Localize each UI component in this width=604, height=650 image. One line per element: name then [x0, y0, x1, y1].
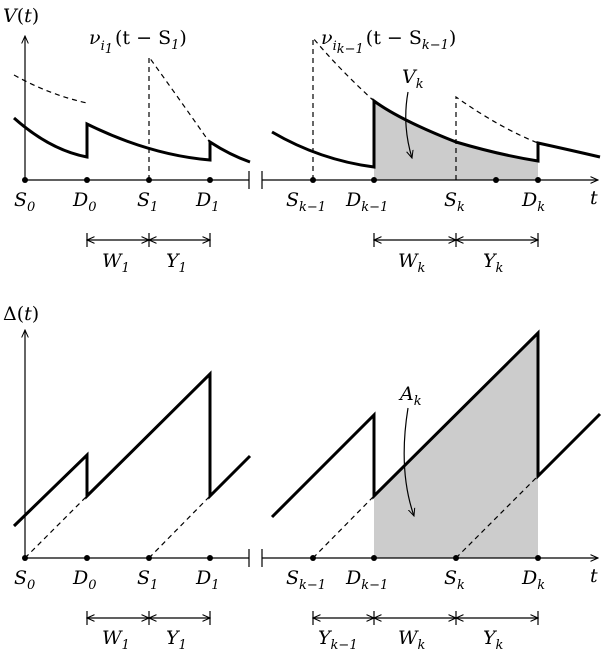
bottom-plot: Δ(t) Ak S0 D0 S1 D1 Sk−1 Dk−1 Sk Dk t: [3, 303, 602, 650]
interval-label: W1: [102, 627, 130, 650]
bottom-interval-brackets: [87, 611, 538, 625]
interval-label: Yk: [483, 627, 504, 650]
top-dashed-curve-1: [13, 74, 88, 104]
tick-label: S1: [137, 567, 158, 593]
vk-pointer-arrow: [405, 91, 412, 158]
bottom-y-label: Δ(t): [3, 303, 39, 325]
tick-label: Dk−1: [345, 189, 388, 215]
ak-label: Ak: [398, 383, 422, 409]
tick-label: Sk: [444, 189, 465, 215]
tick-label: S0: [14, 189, 35, 215]
tick-label: Dk: [521, 189, 545, 215]
top-tick-labels: S0 D0 S1 D1 Sk−1 Dk−1 Sk Dk t: [14, 187, 598, 215]
tick-label: D1: [195, 189, 220, 215]
arrival-label-1: νi1(t − S1): [89, 27, 187, 57]
top-plot: V(t) νi1(t − S1) νik−1(t − Sk−1) Vk S0 D…: [3, 5, 601, 276]
ak-pointer-arrow: [403, 407, 414, 516]
tick-label: S0: [14, 567, 35, 593]
ak-shaded-area: [374, 333, 538, 558]
bottom-age-curve-left: [12, 370, 252, 528]
top-dashed-spike-sk: [455, 95, 539, 180]
top-tick-dots: [22, 177, 541, 183]
tick-label: Sk: [444, 567, 465, 593]
axis-var-label: t: [590, 565, 598, 587]
top-v-curve-left: [13, 116, 251, 164]
tick-label: Sk−1: [286, 189, 326, 215]
bottom-tick-dots: [22, 555, 541, 561]
vk-label: Vk: [402, 66, 424, 92]
tick-label: S1: [137, 189, 158, 215]
top-interval-labels: W1 Y1 Wk Yk: [102, 250, 504, 276]
bottom-dashed-line-sk-1: [312, 495, 375, 559]
interval-label: Y1: [166, 627, 187, 650]
tick-label: Dk−1: [345, 567, 388, 593]
interval-label: Wk: [398, 250, 426, 276]
axis-var-label: t: [590, 187, 598, 209]
top-v-curve-right: [271, 98, 601, 169]
bottom-dashed-line-s1: [148, 495, 211, 559]
bottom-tick-labels: S0 D0 S1 D1 Sk−1 Dk−1 Sk Dk t: [14, 565, 598, 593]
top-y-label: V(t): [3, 5, 39, 27]
bottom-age-curve-right: [270, 329, 602, 519]
top-dashed-spike-s1: [148, 55, 211, 180]
bottom-dashed-line-s0: [24, 495, 88, 559]
interval-label: Yk: [483, 250, 504, 276]
top-interval-brackets: [87, 233, 538, 247]
interval-label: Y1: [166, 250, 187, 276]
bottom-interval-labels: W1 Y1 Yk−1 Wk Yk: [102, 627, 504, 650]
tick-label: D0: [72, 189, 97, 215]
tick-label: D0: [72, 567, 97, 593]
interval-label: Wk: [398, 627, 426, 650]
top-dashed-spike-sk-1: [312, 36, 375, 180]
vk-shaded-area: [374, 101, 538, 180]
arrival-label-2: νik−1(t − Sk−1): [321, 27, 456, 57]
bottom-dashed-line-sk: [455, 475, 539, 559]
interval-label: Yk−1: [318, 627, 358, 650]
tick-label: Sk−1: [286, 567, 326, 593]
tick-label: Dk: [521, 567, 545, 593]
interval-label: W1: [102, 250, 130, 276]
tick-label: D1: [195, 567, 220, 593]
